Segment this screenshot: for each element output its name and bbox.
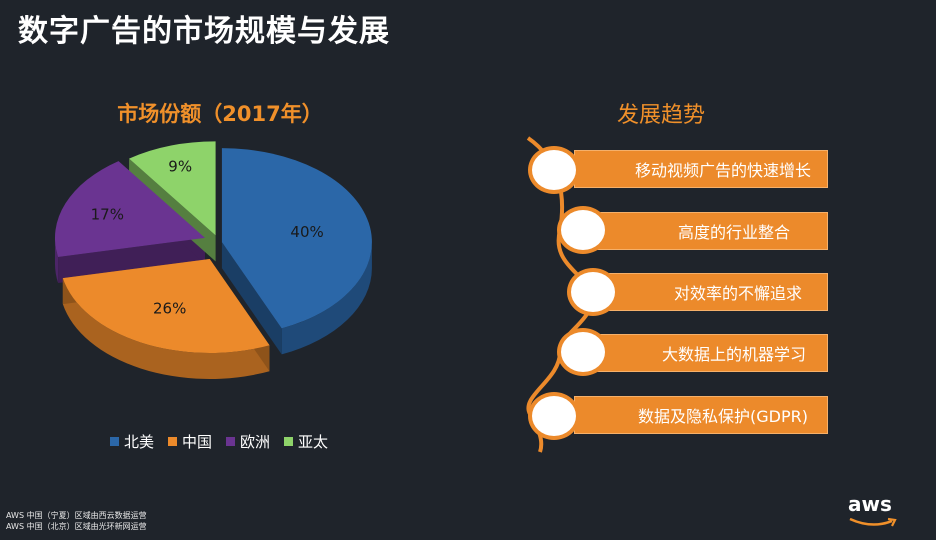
- trends-title: 发展趋势: [616, 103, 705, 128]
- logo-text: aws: [848, 492, 892, 516]
- pie-legend: 北美 中国 欧洲 亚太: [110, 431, 328, 452]
- smile-arrow-icon: [849, 517, 897, 527]
- trend-bullet-circle: [557, 328, 609, 376]
- trend-item-3: 对效率的不懈追求: [604, 273, 828, 311]
- pie-slice-cut-face: [221, 242, 282, 355]
- legend-swatch: [110, 437, 119, 446]
- trend-bullet-circle: [528, 392, 580, 440]
- pie-data-label: 17%: [91, 206, 124, 224]
- legend-item-europe: 欧洲: [226, 431, 270, 452]
- footer-line: AWS 中国（宁夏）区域由西云数据运营: [6, 511, 147, 520]
- trend-bullet-circle: [528, 146, 580, 194]
- trend-bullet-circle: [557, 206, 609, 254]
- pie-slice-side: [62, 278, 270, 379]
- pie-slice-side: [54, 237, 59, 283]
- trend-bullet-circle: [567, 268, 619, 316]
- pie-chart: 40% 26% 17% 9%: [54, 141, 372, 379]
- footer-line: AWS 中国（北京）区域由光环新网运营: [6, 522, 147, 531]
- footer-note: AWS 中国（宁夏）区域由西云数据运营 AWS 中国（北京）区域由光环新网运营: [6, 510, 147, 532]
- trend-label: 大数据上的机器学习: [661, 345, 806, 364]
- slide-title: 数字广告的市场规模与发展: [18, 14, 390, 49]
- trend-item-2: 高度的行业整合: [596, 212, 828, 250]
- trend-item-1: 移动视频广告的快速增长: [574, 150, 828, 188]
- legend-item-china: 中国: [168, 431, 212, 452]
- aws-logo: aws: [848, 494, 904, 530]
- trend-label: 对效率的不懈追求: [673, 284, 802, 303]
- legend-label: 欧洲: [240, 433, 271, 451]
- legend-item-north-america: 北美: [110, 431, 154, 452]
- pie-data-label: 40%: [290, 223, 323, 241]
- pie-slice-亚太: [129, 141, 216, 236]
- pie-chart-title: 市场份额（2017年）: [117, 102, 323, 126]
- pie-data-label: 26%: [153, 299, 186, 317]
- legend-label: 中国: [182, 433, 213, 451]
- pie-slice-cut-face: [58, 237, 205, 283]
- pie-slice-欧洲: [54, 161, 205, 257]
- legend-label: 北美: [124, 433, 155, 451]
- legend-swatch: [284, 437, 294, 446]
- legend-item-asia-pacific: 亚太: [284, 431, 328, 452]
- pie-slice-北美: [221, 148, 372, 329]
- trend-item-5: 数据及隐私保护(GDPR): [574, 396, 828, 434]
- pie-slice-中国: [62, 258, 270, 353]
- legend-label: 亚太: [298, 433, 329, 451]
- pie-slice-side: [281, 242, 372, 355]
- trend-label: 移动视频广告的快速增长: [634, 161, 811, 180]
- legend-swatch: [168, 437, 178, 446]
- trend-item-4: 大数据上的机器学习: [596, 334, 828, 372]
- pie-data-label: 9%: [168, 157, 192, 175]
- legend-swatch: [226, 437, 236, 446]
- trend-label: 数据及隐私保护(GDPR): [638, 407, 808, 426]
- trend-label: 高度的行业整合: [677, 223, 790, 242]
